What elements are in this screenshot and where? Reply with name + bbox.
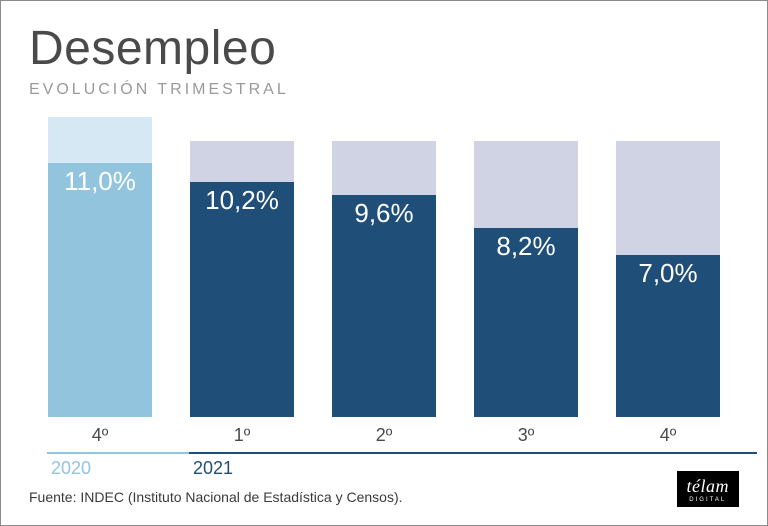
logo-sub-text: DIGITAL	[687, 497, 730, 503]
bar-slot: 10,2%	[171, 117, 313, 417]
year-label: 2020	[47, 458, 91, 479]
chart-subtitle: EVOLUCIÓN TRIMESTRAL	[29, 81, 739, 99]
bar: 9,6%	[332, 117, 436, 417]
source-text: Fuente: INDEC (Instituto Nacional de Est…	[29, 489, 403, 505]
bar-slot: 11,0%	[29, 117, 171, 417]
year-label: 2021	[189, 458, 233, 479]
infographic-frame: Desempleo EVOLUCIÓN TRIMESTRAL 11,0% 10,2…	[0, 0, 768, 526]
bar: 7,0%	[616, 117, 720, 417]
quarter-label: 4º	[597, 425, 739, 446]
bar: 10,2%	[190, 117, 294, 417]
bar-slot: 8,2%	[455, 117, 597, 417]
year-group: 2021	[171, 452, 739, 486]
quarter-label: 1º	[171, 425, 313, 446]
bar-value-label: 11,0%	[48, 166, 152, 197]
bar-value-label: 10,2%	[190, 185, 294, 216]
quarter-label: 4º	[29, 425, 171, 446]
quarter-labels-row: 4º1º2º3º4º	[29, 425, 739, 446]
year-group: 2020	[29, 452, 171, 486]
chart-title: Desempleo	[29, 25, 739, 73]
bar-value-label: 8,2%	[474, 231, 578, 262]
year-rule	[189, 452, 757, 454]
bar-slot: 9,6%	[313, 117, 455, 417]
bar-value-label: 7,0%	[616, 258, 720, 289]
telam-logo: télam DIGITAL	[677, 471, 740, 507]
bar-fill	[190, 182, 294, 417]
logo-main-text: télam	[687, 477, 730, 495]
bar: 8,2%	[474, 117, 578, 417]
quarter-label: 3º	[455, 425, 597, 446]
bar-fill	[48, 163, 152, 417]
bar: 11,0%	[48, 117, 152, 417]
bar-value-label: 9,6%	[332, 198, 436, 229]
year-rule	[47, 452, 189, 454]
year-labels-row: 2020 2021	[29, 452, 739, 486]
bar-slot: 7,0%	[597, 117, 739, 417]
quarter-label: 2º	[313, 425, 455, 446]
chart-area: 11,0% 10,2% 9,6% 8,2% 7,0%	[29, 117, 739, 417]
